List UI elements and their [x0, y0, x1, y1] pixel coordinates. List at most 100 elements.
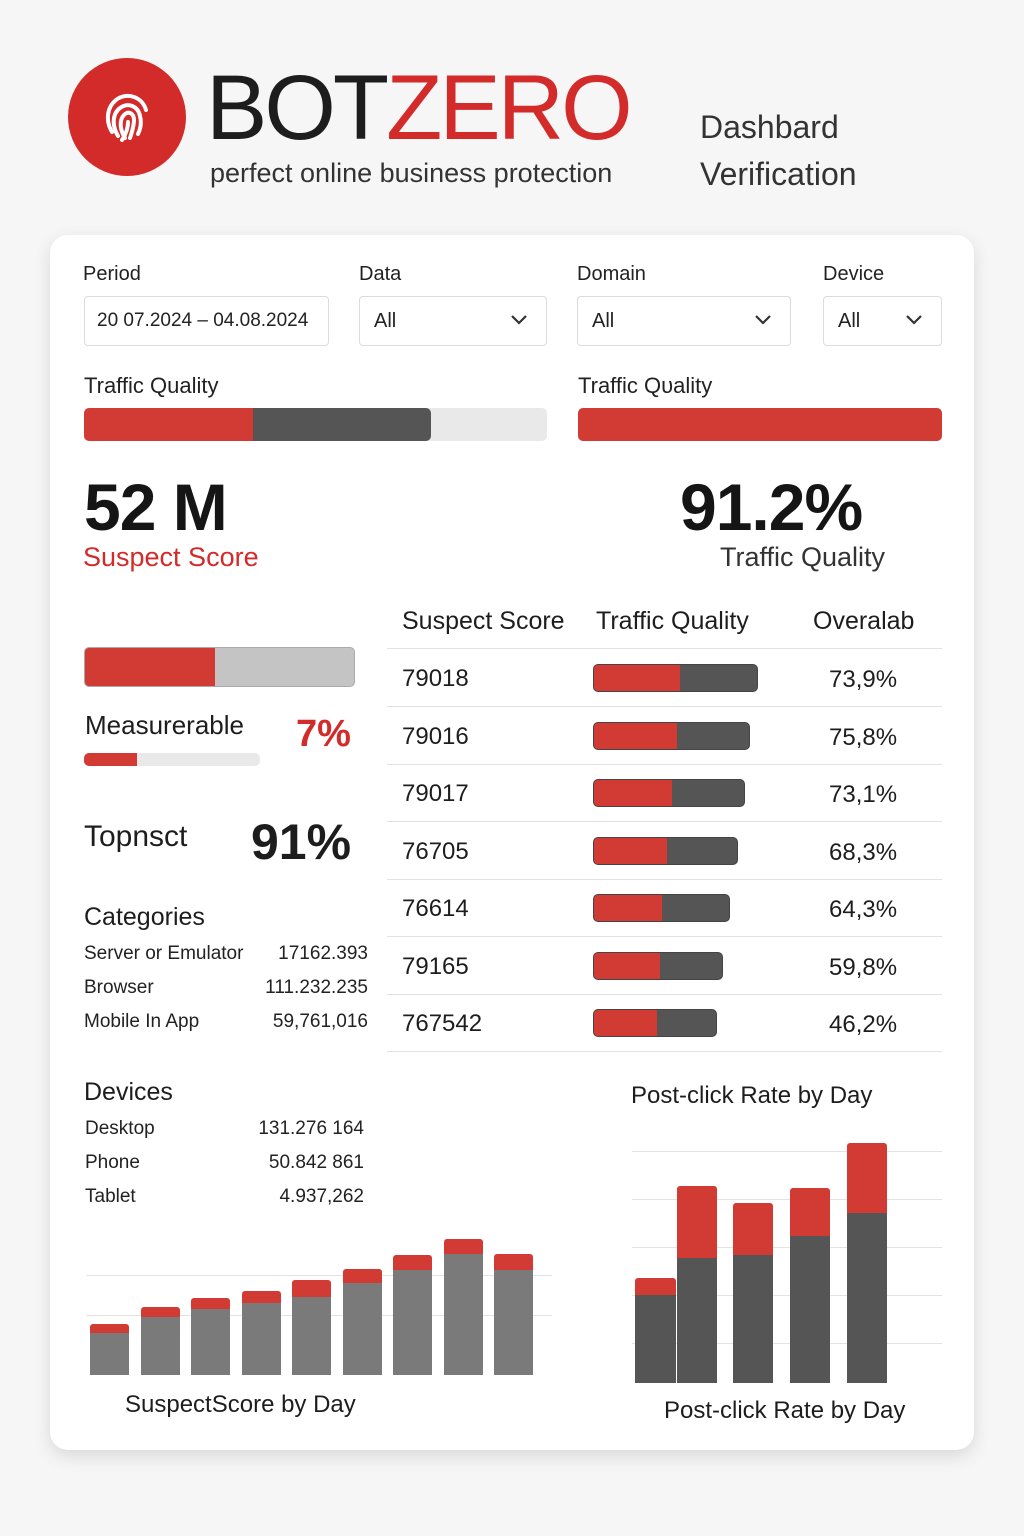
row-quality-bar	[593, 836, 738, 865]
table-row: 79165 59,8%	[387, 937, 942, 994]
chart2-bar	[733, 1203, 773, 1383]
row-quality-bar-red	[594, 895, 662, 921]
period-value: 20 07.2024 – 04.08.2024	[97, 310, 309, 331]
chart2-bar	[635, 1278, 676, 1383]
category-name: Browser	[84, 977, 154, 998]
topnsct-value: 91%	[251, 814, 352, 870]
chart2-bar-rate	[677, 1186, 717, 1258]
chart2-bar-base	[635, 1295, 676, 1383]
chart2-bar-rate	[790, 1188, 830, 1236]
traffic-quality-bar-right-red	[578, 408, 942, 441]
domain-label: Domain	[577, 263, 646, 285]
chart1-bar-suspect	[443, 1239, 483, 1254]
chart2-bar-base	[790, 1236, 830, 1383]
chart1-bar	[191, 1298, 230, 1375]
header: BOTZERO perfect online business protecti…	[0, 0, 1024, 230]
device-name: Desktop	[85, 1118, 155, 1139]
chart1-bar-base	[443, 1254, 483, 1375]
chart1-gridline	[86, 1275, 552, 1276]
chart1-bar-suspect	[140, 1307, 180, 1317]
device-name: Phone	[85, 1152, 140, 1173]
chart2-bar-rate	[635, 1278, 676, 1295]
table-header-suspect-score: Suspect Score	[402, 607, 565, 635]
category-name: Mobile In App	[84, 1011, 200, 1032]
chart2-gridline	[632, 1151, 942, 1152]
category-value: 59,761,016	[272, 1011, 368, 1032]
categories-title: Categories	[84, 903, 205, 931]
chart1-bar	[342, 1269, 382, 1375]
chart1-bar-base	[494, 1270, 533, 1375]
domain-select[interactable]: All	[577, 296, 791, 346]
device-name: Tablet	[85, 1186, 136, 1207]
chart1-bar-base	[90, 1333, 129, 1375]
traffic-quality-bar-left-red	[84, 408, 253, 441]
fingerprint-icon	[68, 58, 186, 176]
row-overall-value: 68,3%	[829, 838, 898, 866]
brand-name-part2: ZERO	[386, 57, 633, 159]
suspect-score-label: Suspect Score	[83, 542, 259, 572]
traffic-quality-label-right: Traffic Qυality	[578, 373, 713, 398]
row-quality-bar-red	[594, 952, 660, 979]
row-quality-bar-red	[594, 1010, 657, 1036]
page-title: Dashbard Verification	[700, 104, 857, 198]
row-suspect-score: 767542	[402, 1010, 483, 1037]
table-row: 79016 75,8%	[387, 707, 942, 764]
devices-title: Devices	[84, 1078, 173, 1106]
chevron-down-icon	[906, 315, 922, 325]
chart1-bar	[241, 1291, 281, 1375]
traffic-quality-kpi-label: Traffic Quality	[720, 542, 886, 572]
row-overall-value: 64,3%	[829, 896, 898, 923]
device-select-value: All	[838, 309, 861, 332]
device-select[interactable]: All	[823, 296, 942, 346]
page-title-line2: Verification	[700, 156, 857, 192]
chart2-bar-base	[677, 1258, 717, 1383]
measurable-label: Measurerable	[85, 710, 244, 740]
row-quality-bar	[593, 721, 750, 750]
chart2-bar-base	[847, 1213, 887, 1383]
row-quality-bar-red	[594, 837, 667, 864]
brand-name-part1: BOT	[206, 57, 389, 159]
chart1-bar	[443, 1239, 483, 1375]
measurable-bar	[84, 753, 260, 766]
table-divider	[387, 648, 942, 649]
traffic-quality-bar-right	[578, 408, 942, 441]
row-suspect-score: 79017	[402, 780, 469, 807]
chart2-bar	[790, 1188, 830, 1383]
table-divider	[387, 878, 942, 880]
brand-logo-text: BOTZERO	[206, 62, 633, 154]
data-label: Data	[359, 263, 402, 285]
table-row: 79018 73,9%	[387, 649, 942, 706]
period-input[interactable]: 20 07.2024 – 04.08.2024	[84, 296, 329, 346]
row-quality-bar	[593, 894, 730, 922]
row-suspect-score: 79016	[402, 722, 469, 750]
topnsct-label: Topnsct	[84, 820, 188, 853]
device-label: Device	[823, 263, 885, 285]
traffic-quality-bar-left	[84, 408, 547, 441]
chart2-gridline	[632, 1247, 942, 1248]
domain-select-value: All	[592, 309, 615, 332]
table-header-overalab: Overalab	[813, 607, 915, 635]
chevron-down-icon	[511, 315, 527, 325]
row-quality-bar-red	[594, 722, 677, 749]
chart2-bar	[847, 1143, 887, 1383]
chart1-bar-base	[342, 1283, 382, 1375]
chart1-bar-suspect	[393, 1255, 432, 1270]
data-select[interactable]: All	[359, 296, 547, 346]
chart1-bar-suspect	[90, 1324, 129, 1333]
chart1-bar-suspect	[191, 1298, 230, 1309]
device-value: 50.842 861	[268, 1152, 364, 1173]
row-suspect-score: 79018	[402, 665, 469, 692]
chart1-bar-base	[292, 1297, 331, 1375]
row-quality-bar	[593, 1009, 717, 1037]
table-divider	[387, 706, 942, 707]
row-suspect-score: 79165	[402, 952, 469, 980]
chart2-gridline	[632, 1295, 942, 1296]
chart1-title: SuspectScore by Day	[125, 1391, 356, 1418]
category-value: 111.232.235	[265, 977, 368, 998]
suspect-score-value: 52 M	[84, 470, 228, 544]
chart1-bar-suspect	[342, 1269, 382, 1283]
chart1-bar	[140, 1307, 180, 1375]
row-overall-value: 75,8%	[829, 723, 898, 751]
left-summary-bar	[84, 647, 355, 687]
table-divider	[387, 993, 942, 995]
